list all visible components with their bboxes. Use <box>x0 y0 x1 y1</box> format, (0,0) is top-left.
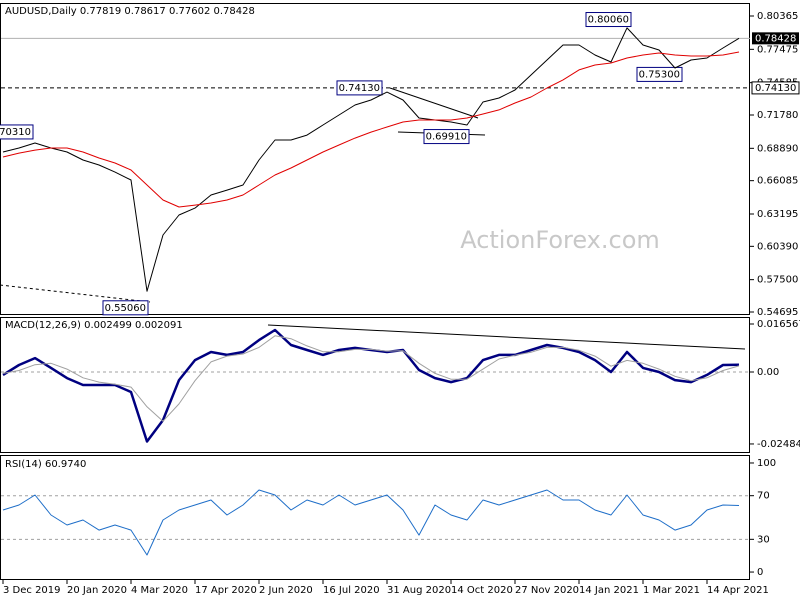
y-tick-label: 70 <box>757 491 770 502</box>
current-price-label: 0.78428 <box>755 33 796 44</box>
y-tick-label: 0.68890 <box>757 143 798 154</box>
annotation-label: 0.75300 <box>639 69 680 80</box>
x-tick-label: 14 Oct 2020 <box>451 585 513 596</box>
y-tick-label: 0.57500 <box>757 275 798 286</box>
annotation-label: 70310 <box>0 127 31 138</box>
annotation-box <box>423 129 470 145</box>
series-line <box>2 489 740 556</box>
macd-trendline <box>267 324 746 350</box>
y-tick-label: 0.54695 <box>757 307 798 318</box>
x-tick-label: 1 Mar 2021 <box>643 585 700 596</box>
macd-panel <box>0 317 750 453</box>
level-label: 0.74130 <box>755 83 796 94</box>
x-tick-label: 3 Dec 2019 <box>3 585 61 596</box>
annotation-box <box>636 66 683 82</box>
x-tick-label: 16 Jul 2020 <box>323 585 380 596</box>
watermark: ActionForex.com <box>460 226 660 254</box>
current-price-box <box>752 32 799 45</box>
annotation-box <box>336 80 383 96</box>
y-tick-label: 30 <box>757 534 770 545</box>
annotation-label: 0.55060 <box>105 303 146 314</box>
series-line <box>2 328 740 443</box>
rsi-title: RSI(14) 60.9740 <box>5 459 86 470</box>
trendline <box>0 284 151 303</box>
macd-title: MACD(12,26,9) 0.002499 0.002091 <box>5 320 183 331</box>
y-tick-label: 0.016567 <box>757 319 800 330</box>
rsi-panel <box>0 455 750 580</box>
y-tick-label: 0.66085 <box>757 176 798 187</box>
annotation-label: 0.69910 <box>426 132 467 143</box>
y-tick-label: -0.02484 <box>757 439 800 450</box>
y-tick-label: 0.00 <box>757 367 779 378</box>
annotation-box <box>0 124 34 140</box>
x-tick-label: 31 Aug 2020 <box>387 585 451 596</box>
x-tick-label: 20 Jan 2020 <box>67 585 127 596</box>
annotation-label: 0.74130 <box>339 83 380 94</box>
series-line <box>2 27 740 292</box>
x-tick-label: 2 Jun 2020 <box>259 585 313 596</box>
price-panel <box>0 3 750 315</box>
annotation-label: 0.80060 <box>588 15 629 26</box>
y-tick-label: 0.71780 <box>757 110 798 121</box>
y-tick-label: 0 <box>757 567 763 578</box>
price-title: AUDUSD,Daily 0.77819 0.78617 0.77602 0.7… <box>5 6 255 17</box>
y-tick-label: 0.77475 <box>757 44 798 55</box>
series-line <box>2 51 740 208</box>
y-tick-label: 0.80365 <box>757 11 798 22</box>
x-tick-label: 14 Apr 2021 <box>707 585 769 596</box>
x-tick-label: 17 Apr 2020 <box>195 585 257 596</box>
series-line <box>2 335 740 422</box>
annotation-box <box>585 12 632 28</box>
y-tick-label: 100 <box>757 458 776 469</box>
x-tick-label: 14 Jan 2021 <box>579 585 639 596</box>
level-box <box>751 81 800 95</box>
x-tick-label: 4 Mar 2020 <box>131 585 188 596</box>
trendline <box>389 87 479 119</box>
y-tick-label: 0.60390 <box>757 241 798 252</box>
y-tick-label: 0.63195 <box>757 209 798 220</box>
x-tick-label: 27 Nov 2020 <box>515 585 579 596</box>
annotation-box <box>102 300 149 316</box>
